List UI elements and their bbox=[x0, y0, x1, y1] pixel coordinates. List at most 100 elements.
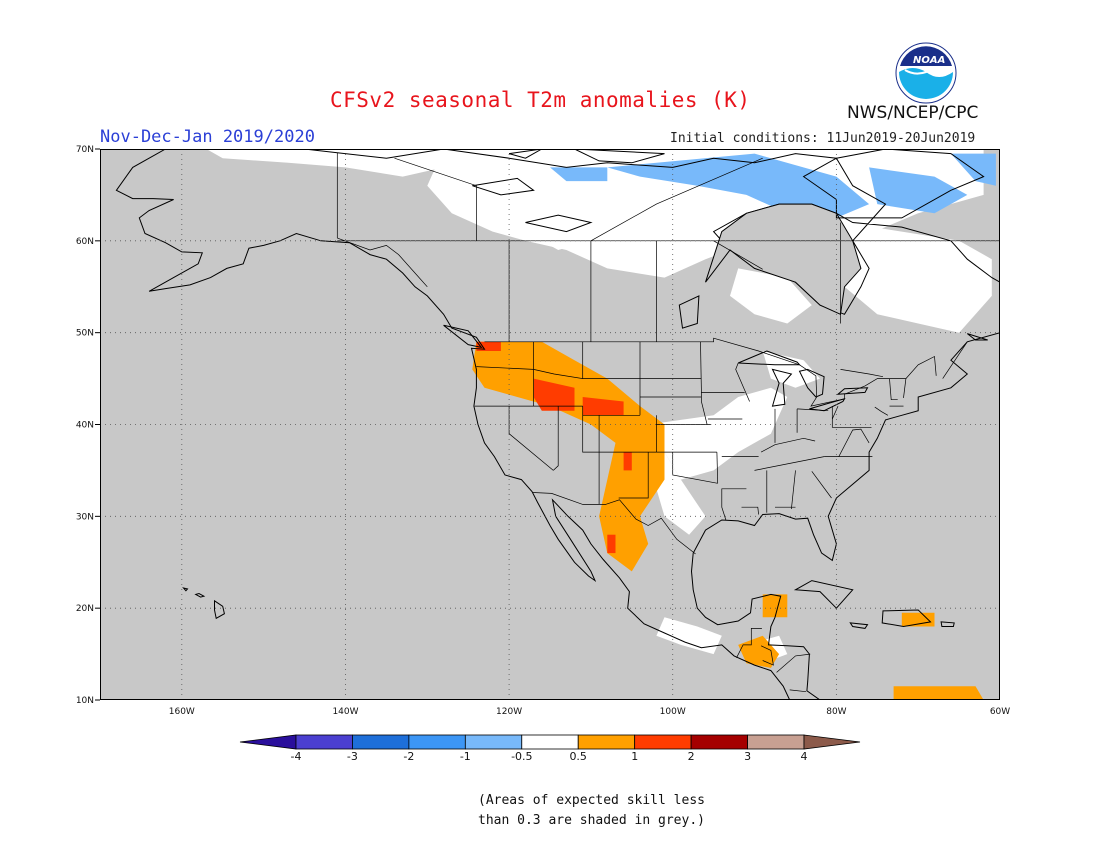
coastlines bbox=[115, 149, 1000, 700]
lon-tick-label: 60W bbox=[990, 707, 1010, 717]
colorbar-label: 1 bbox=[631, 750, 638, 763]
colorbar-swatch bbox=[352, 734, 410, 750]
colorbar-label: -2 bbox=[403, 750, 414, 763]
colorbar-swatch bbox=[634, 734, 692, 750]
colorbar-swatch bbox=[747, 734, 805, 750]
anticosti-coastline bbox=[966, 333, 988, 341]
internal-border-33 bbox=[831, 406, 872, 428]
cuba-coastline bbox=[793, 580, 854, 609]
internal-border-38 bbox=[874, 406, 889, 416]
colorbar-label: 2 bbox=[688, 750, 695, 763]
internal-border-2 bbox=[476, 366, 534, 370]
internal-border-12 bbox=[618, 452, 649, 499]
colorbar-arrow-high bbox=[803, 734, 861, 750]
lon-tick-label: 80W bbox=[826, 707, 846, 717]
us-canada-border bbox=[484, 337, 937, 407]
internal-border-42 bbox=[797, 408, 829, 412]
warm-orange-west bbox=[472, 341, 665, 572]
alaska-panhandle-border bbox=[337, 237, 428, 288]
cool-lightblue-arctic-east bbox=[869, 167, 968, 214]
colorbar-swatch bbox=[295, 734, 353, 750]
skill-note-line-1: (Areas of expected skill less bbox=[478, 793, 705, 808]
near-zero-white-mexico-south bbox=[656, 617, 722, 655]
season-label: Nov-Dec-Jan 2019/2020 bbox=[100, 127, 315, 147]
lat-tick-label: 70N bbox=[76, 145, 94, 155]
internal-border-5 bbox=[553, 406, 559, 471]
vancouver-island-coastline bbox=[443, 324, 483, 349]
internal-border-46 bbox=[713, 240, 763, 270]
honduras-nicaragua-border bbox=[776, 653, 811, 673]
noaa-logo: NOAA bbox=[895, 42, 957, 104]
us-mexico-border bbox=[532, 492, 696, 555]
great-bear-lake-coastline bbox=[472, 177, 535, 196]
nicaragua-costarica-border bbox=[789, 689, 807, 693]
internal-border-41 bbox=[903, 378, 907, 398]
colorbar: -4 -3 -2 -1 -0.5 0.5 1 2 3 4 bbox=[239, 734, 861, 763]
colorbar-label: 4 bbox=[801, 750, 808, 763]
puerto-rico-coastline bbox=[940, 621, 955, 627]
lon-tick-label: 140W bbox=[332, 707, 358, 717]
lake-winnipeg-coastline bbox=[678, 295, 700, 329]
cool-lightblue-hudson bbox=[550, 167, 608, 182]
near-zero-white-quebec bbox=[844, 222, 992, 333]
lat-tick-label: 40N bbox=[76, 421, 94, 431]
internal-border-28 bbox=[741, 506, 759, 515]
near-zero-white-texas bbox=[656, 452, 706, 535]
lat-tick-label: 50N bbox=[76, 329, 94, 339]
colorbar-swatch bbox=[577, 734, 636, 750]
baffin-island-coastline bbox=[802, 149, 985, 219]
colorbar-swatch bbox=[464, 734, 523, 750]
jamaica-coastline bbox=[849, 622, 869, 629]
guatemala-honduras-border bbox=[760, 645, 774, 666]
lake-michigan-coastline bbox=[771, 368, 793, 407]
lat-tick-label: 20N bbox=[76, 604, 94, 614]
internal-border-52 bbox=[840, 369, 884, 378]
colorbar-swatch bbox=[521, 734, 579, 750]
internal-border-32 bbox=[760, 437, 816, 453]
colorbar-arrow-low bbox=[239, 734, 297, 750]
colorbar-label: -3 bbox=[347, 750, 358, 763]
internal-border-24 bbox=[721, 488, 747, 521]
warm-orange-caribbean bbox=[893, 686, 984, 700]
chart-title: CFSv2 seasonal T2m anomalies (K) bbox=[330, 88, 751, 112]
political-borders bbox=[336, 152, 1000, 693]
internal-border-4 bbox=[508, 406, 554, 471]
anomaly-map bbox=[100, 149, 1000, 700]
lon-tick-label: 160W bbox=[169, 707, 195, 717]
warm-red-idaho bbox=[533, 378, 575, 411]
near-zero-white-midwest bbox=[648, 387, 788, 480]
kauai-coastline bbox=[182, 587, 189, 592]
lat-tick-label: 10N bbox=[76, 696, 94, 706]
warm-orange-yucatan bbox=[762, 594, 788, 618]
warm-red-mexico bbox=[607, 534, 616, 554]
colorbar-swatch bbox=[408, 734, 466, 750]
internal-border-18 bbox=[700, 341, 708, 425]
internal-border-23 bbox=[735, 362, 750, 402]
internal-border-51 bbox=[942, 341, 968, 379]
logo-text: NOAA bbox=[913, 55, 945, 66]
anomaly-cells bbox=[206, 149, 996, 700]
hispaniola-coastline bbox=[881, 609, 932, 628]
internal-border-1 bbox=[533, 341, 584, 380]
colorbar-label: 0.5 bbox=[569, 750, 587, 763]
lake-superior-coastline bbox=[738, 350, 801, 366]
internal-border-8 bbox=[582, 406, 657, 453]
colorbar-label: -0.5 bbox=[511, 750, 532, 763]
colorbar-swatch bbox=[690, 734, 748, 750]
near-zero-white-ontario bbox=[730, 268, 812, 324]
great-slave-lake-coastline bbox=[525, 214, 593, 233]
latitude-labels: 10N 20N 30N 40N 50N 60N 70N bbox=[76, 145, 100, 706]
colorbar-label: -1 bbox=[460, 750, 471, 763]
oahu-coastline bbox=[194, 592, 206, 598]
victoria-island-coastline bbox=[574, 149, 665, 164]
warm-red-wyoming bbox=[582, 397, 624, 416]
internal-border-26 bbox=[791, 470, 796, 510]
agency-label: NWS/NCEP/CPC bbox=[847, 103, 979, 123]
internal-border-34 bbox=[811, 471, 832, 499]
lon-tick-label: 120W bbox=[496, 707, 522, 717]
warm-red-new-mexico bbox=[623, 452, 632, 471]
internal-border-19 bbox=[716, 452, 719, 484]
longitude-labels: 160W 140W 120W 100W 80W 60W bbox=[169, 707, 1011, 717]
skill-note-line-2: than 0.3 are shaded in grey.) bbox=[478, 813, 705, 828]
hudson-bay-coastline bbox=[705, 203, 862, 316]
